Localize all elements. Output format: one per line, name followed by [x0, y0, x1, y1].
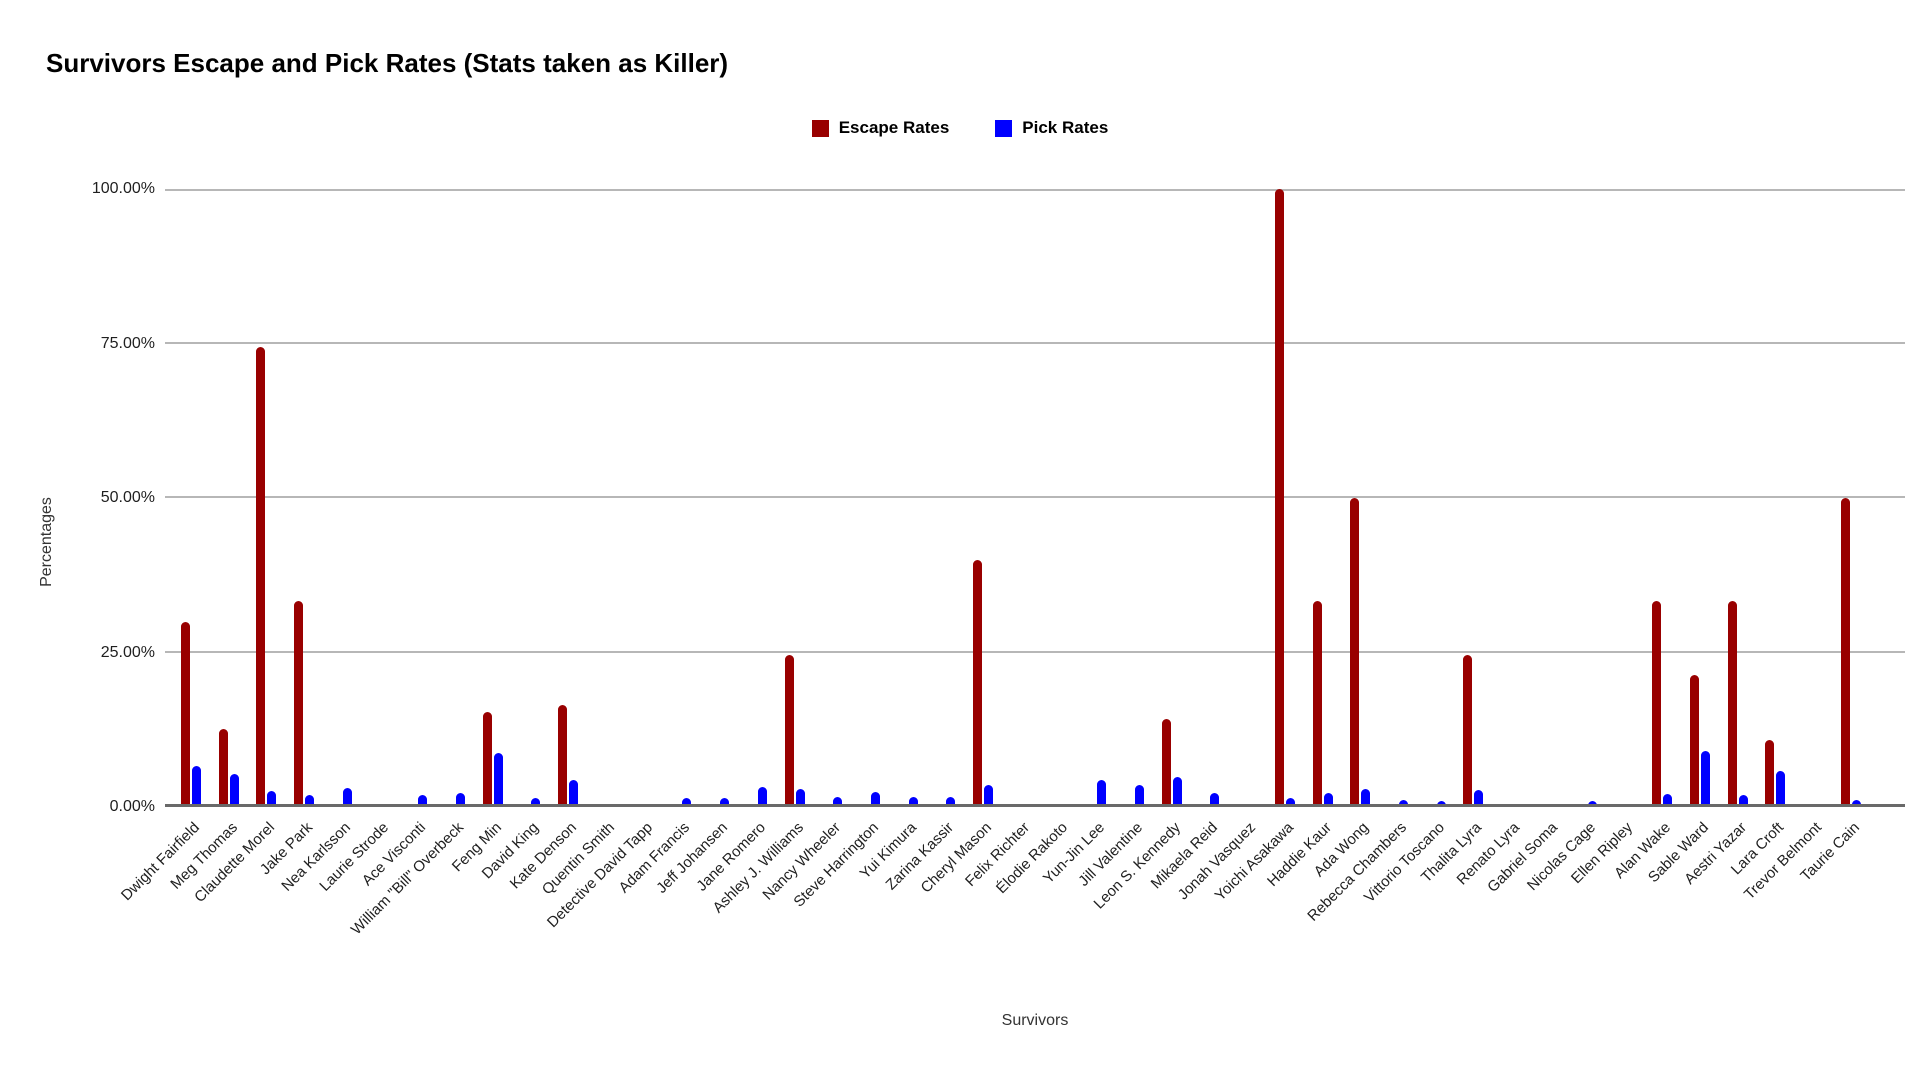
x-axis-title: Survivors — [1001, 1012, 1069, 1029]
bar-escape-rate-26[interactable] — [1161, 719, 1171, 807]
bar-pick-rate-14[interactable] — [720, 797, 730, 807]
y-tick-label: 100.00% — [91, 180, 155, 197]
bar-escape-rate-30[interactable] — [1312, 601, 1322, 807]
bar-escape-rate-34[interactable] — [1463, 655, 1473, 807]
bar-pick-rate-24[interactable] — [1097, 780, 1107, 807]
bar-pick-rate-8[interactable] — [493, 752, 503, 807]
gridline-25.00% — [165, 650, 1905, 653]
y-tick-label: 0.00% — [109, 798, 155, 815]
plot-area: Dwight Fairfield Meg Thomas Claudette More… — [118, 189, 1905, 938]
bar-pick-rate-31[interactable] — [1361, 789, 1371, 807]
bar-escape-rate-2[interactable] — [256, 346, 266, 807]
bar-escape-rate-40[interactable] — [1689, 675, 1699, 807]
bar-pick-rate-40[interactable] — [1700, 751, 1710, 807]
gridline-50.00% — [165, 496, 1905, 498]
bar-escape-rate-41[interactable] — [1727, 601, 1737, 807]
bar-pick-rate-16[interactable] — [795, 789, 805, 807]
bar-pick-rate-30[interactable] — [1323, 793, 1333, 807]
bar-pick-rate-29[interactable] — [1285, 798, 1295, 807]
bar-pick-rate-4[interactable] — [342, 787, 352, 807]
bar-escape-rate-42[interactable] — [1765, 739, 1775, 807]
bar-pick-rate-42[interactable] — [1776, 770, 1786, 807]
bar-pick-rate-25[interactable] — [1135, 785, 1144, 807]
escape-rates-label: Escape Rates — [838, 118, 950, 137]
bar-pick-rate-17[interactable] — [833, 796, 843, 807]
x-axis-baseline — [165, 804, 1905, 807]
y-tick-label: 75.00% — [100, 334, 155, 352]
bar-escape-rate-21[interactable] — [973, 559, 983, 807]
bar-escape-rate-16[interactable] — [784, 655, 794, 807]
chart-title: Survivors Escape and Pick Rates (Stats t… — [46, 48, 729, 78]
bar-pick-rate-6[interactable] — [418, 794, 428, 807]
pick-rates-label: Pick Rates — [1022, 118, 1109, 137]
bar-pick-rate-2[interactable] — [267, 790, 277, 807]
bar-pick-rate-0[interactable] — [192, 765, 201, 807]
bar-escape-rate-44[interactable] — [1840, 498, 1850, 807]
y-tick-label: 25.00% — [100, 643, 155, 661]
bar-pick-rate-27[interactable] — [1210, 793, 1220, 807]
bar-pick-rate-10[interactable] — [569, 780, 579, 807]
bar-pick-rate-7[interactable] — [456, 793, 466, 807]
escape-rates-swatch — [811, 119, 829, 137]
bar-escape-rate-3[interactable] — [294, 601, 304, 807]
pick-rates-swatch — [995, 119, 1013, 137]
bar-pick-rate-18[interactable] — [870, 792, 880, 807]
bar-pick-rate-26[interactable] — [1172, 777, 1182, 807]
bar-pick-rate-34[interactable] — [1474, 789, 1484, 807]
bar-pick-rate-32[interactable] — [1399, 799, 1409, 807]
bar-escape-rate-8[interactable] — [482, 711, 492, 807]
bar-pick-rate-3[interactable] — [305, 794, 315, 807]
bar-pick-rate-21[interactable] — [984, 785, 994, 807]
bar-pick-rate-41[interactable] — [1738, 794, 1748, 807]
bar-pick-rate-15[interactable] — [757, 786, 767, 807]
bar-escape-rate-1[interactable] — [218, 728, 228, 807]
gridline-75.00% — [165, 341, 1905, 344]
bar-escape-rate-31[interactable] — [1350, 498, 1360, 807]
bar-escape-rate-0[interactable] — [181, 621, 190, 807]
bar-pick-rate-20[interactable] — [946, 797, 956, 807]
bar-pick-rate-39[interactable] — [1663, 794, 1673, 807]
bar-pick-rate-13[interactable] — [682, 797, 692, 807]
legend-item-escape-rates[interactable]: Escape Rates — [811, 118, 950, 138]
bar-escape-rate-39[interactable] — [1652, 601, 1662, 807]
bar-pick-rate-44[interactable] — [1851, 799, 1861, 807]
chart-legend: Escape Rates Pick Rates — [0, 118, 1920, 138]
legend-item-pick-rates[interactable]: Pick Rates — [995, 118, 1108, 138]
bar-pick-rate-19[interactable] — [908, 797, 918, 807]
bar-escape-rate-29[interactable] — [1274, 189, 1284, 807]
bar-escape-rate-10[interactable] — [558, 705, 568, 807]
bar-pick-rate-9[interactable] — [531, 797, 541, 807]
gridline-100.00% — [165, 189, 1905, 191]
y-tick-label: 50.00% — [100, 489, 155, 506]
bar-pick-rate-1[interactable] — [229, 774, 239, 807]
